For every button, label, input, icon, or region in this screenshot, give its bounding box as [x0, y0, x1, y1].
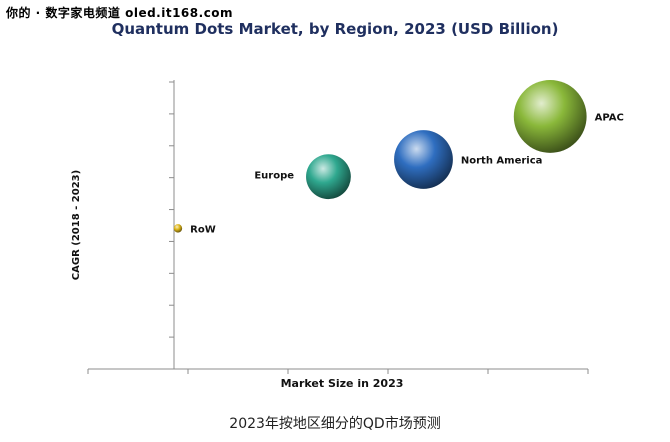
bubble-apac	[513, 80, 587, 153]
chart-title: Quantum Dots Market, by Region, 2023 (US…	[111, 20, 559, 38]
bubble-labels: RoW Europe North America APAC	[190, 112, 624, 235]
bubble-label: RoW	[190, 224, 216, 235]
y-axis-ticks	[169, 81, 174, 338]
bubble-label: APAC	[595, 112, 624, 123]
bubble-row	[173, 224, 183, 233]
figure-caption: 2023年按地区细分的QD市场预测	[229, 416, 441, 432]
watermark-text: 你的 · 数字家电频道 oled.it168.com	[6, 6, 234, 20]
x-axis-label: Market Size in 2023	[281, 377, 404, 390]
bubble-north-america	[394, 130, 453, 189]
bubble-label: North America	[461, 155, 543, 166]
x-axis-ticks	[87, 369, 589, 374]
y-axis-label: CAGR (2018 - 2023)	[71, 170, 82, 280]
bubble-europe	[306, 154, 351, 200]
bubble-label: Europe	[254, 171, 294, 182]
bubble-series	[173, 80, 587, 233]
